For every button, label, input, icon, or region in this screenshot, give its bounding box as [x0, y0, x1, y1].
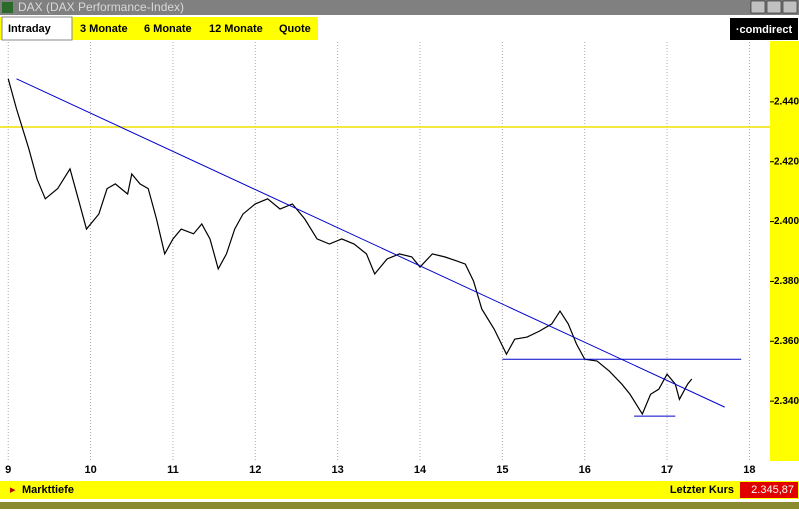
x-tick-label: 15 — [496, 464, 508, 476]
price-line — [7, 78, 693, 416]
x-tick-label: 9 — [5, 464, 11, 476]
x-tick-label: 13 — [332, 464, 344, 476]
x-tick-label: 18 — [743, 464, 755, 476]
x-tick-label: 17 — [661, 464, 673, 476]
y-tick-label: 2.360 — [774, 336, 799, 347]
y-axis-strip — [770, 41, 799, 461]
title-bar — [0, 0, 799, 15]
x-tick-label: 11 — [167, 464, 179, 476]
last-price-box — [740, 482, 798, 498]
footer-link[interactable]: Markttiefe — [22, 484, 74, 496]
tab-strip — [0, 17, 318, 40]
last-price-label: Letzter Kurs — [670, 484, 734, 496]
y-tick-label: 2.340 — [774, 396, 799, 407]
last-price: 2.345,87 — [751, 484, 794, 496]
tab[interactable]: 6 Monate — [144, 23, 192, 35]
trend-line — [16, 78, 725, 408]
minimize-button[interactable] — [750, 0, 766, 14]
active-tab — [1, 16, 73, 41]
footer-bar — [0, 481, 799, 499]
y-tick-label: 2.440 — [774, 96, 799, 107]
tab[interactable]: Quote — [279, 23, 311, 35]
window-title: DAX (DAX Performance-Index) — [18, 0, 184, 14]
x-tick-label: 10 — [84, 464, 96, 476]
logo-box — [730, 18, 798, 40]
y-tick-label: 2.380 — [774, 276, 799, 287]
x-tick-label: 12 — [249, 464, 261, 476]
tab[interactable]: Intraday — [8, 23, 52, 35]
tab[interactable]: 3 Monate — [80, 23, 128, 35]
bottom-border — [0, 502, 799, 509]
tab[interactable]: 12 Monate — [209, 23, 263, 35]
maximize-button[interactable] — [766, 0, 782, 14]
y-tick-label: 2.420 — [774, 156, 799, 167]
x-tick-label: 16 — [579, 464, 591, 476]
y-tick-label: 2.400 — [774, 216, 799, 227]
app-icon — [2, 2, 13, 13]
x-tick-label: 14 — [414, 464, 427, 476]
close-button[interactable] — [782, 0, 798, 14]
logo: ·comdirect — [736, 24, 793, 36]
plot-area — [0, 41, 770, 461]
footer-arrow: ▸ — [10, 484, 16, 496]
